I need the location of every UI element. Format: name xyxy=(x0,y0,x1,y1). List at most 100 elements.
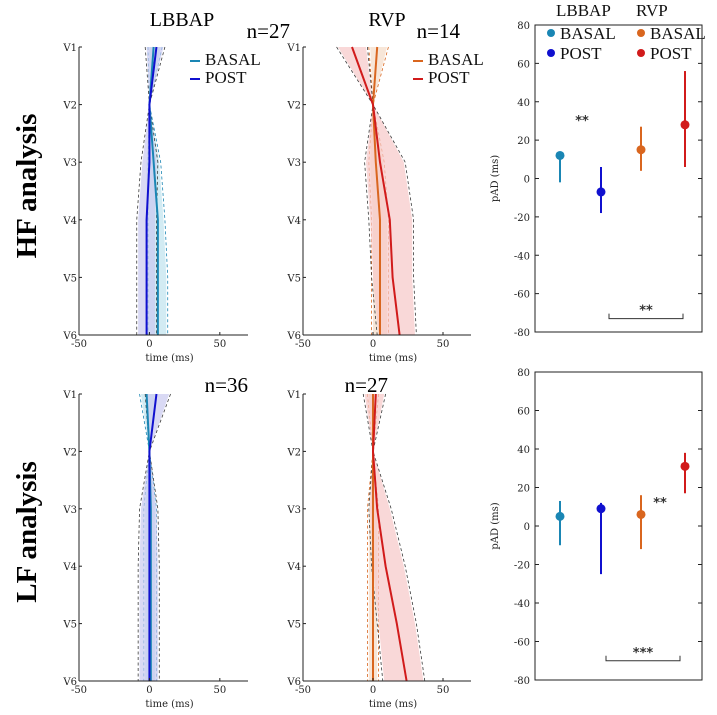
lf-row-label: LF analysis xyxy=(11,461,43,603)
lead-label: V3 xyxy=(286,158,301,169)
y-tick-label: -20 xyxy=(514,213,530,224)
panel-hf_rvp: V1 V2 V3 V4 V5 V6-50 0 50 time (ms) RVP n=14 BASALP… xyxy=(286,9,483,364)
lead-label: V3 xyxy=(286,505,301,516)
band-post xyxy=(338,47,415,335)
y-tick-label: -40 xyxy=(514,251,530,262)
x-tick-label: -50 xyxy=(295,685,311,696)
lead-label: V3 xyxy=(62,505,77,516)
legend-label: POST xyxy=(205,68,247,87)
lead-label: V1 xyxy=(62,43,77,54)
lead-label: V4 xyxy=(62,216,77,227)
legend-label: BASAL xyxy=(560,24,616,43)
x-tick-label: 50 xyxy=(213,339,226,350)
lead-label: V5 xyxy=(62,273,77,284)
n-label: n=36 xyxy=(205,373,248,397)
dash-post xyxy=(367,46,417,336)
x-tick-label: 50 xyxy=(213,685,226,696)
n-label: n=27 xyxy=(247,19,290,43)
y-axis-title: pAD (ms) xyxy=(490,502,501,549)
x-tick-label: 0 xyxy=(370,685,376,696)
dash-post xyxy=(336,46,378,336)
lead-label: V3 xyxy=(62,158,77,169)
y-tick-label: -20 xyxy=(514,561,530,572)
panel-lf_rvp: V1 V2 V3 V4 V5 V6-50 0 50 time (ms) n=27 xyxy=(286,373,471,710)
dash-basal xyxy=(366,393,374,681)
y-tick-label: 80 xyxy=(517,368,530,379)
y-tick-label: 80 xyxy=(517,21,530,32)
y-tick-label: -60 xyxy=(514,638,530,649)
series-line-post xyxy=(371,393,408,682)
panel-hf_pad: -80 -60 -40 -20 0 20 40 60 80 pAD (ms) ** ** LBBAP BA… xyxy=(490,1,706,339)
x-tick-label: 0 xyxy=(370,339,376,350)
lead-label: V4 xyxy=(62,562,77,573)
data-point xyxy=(680,120,690,130)
lead-label: V2 xyxy=(62,447,77,458)
x-tick-label: 50 xyxy=(437,685,450,696)
x-tick-label: -50 xyxy=(71,685,87,696)
significance-label: ** xyxy=(575,114,589,129)
lead-label: V1 xyxy=(62,390,77,401)
panel-title: RVP xyxy=(368,9,405,31)
legend-label: POST xyxy=(650,44,692,63)
y-tick-label: 60 xyxy=(517,407,530,418)
y-tick-label: 40 xyxy=(517,445,530,456)
band-post xyxy=(364,394,424,681)
dash-post xyxy=(372,393,426,682)
n-label: n=27 xyxy=(345,373,388,397)
series-line-post xyxy=(148,393,158,681)
lead-label: V2 xyxy=(62,101,77,112)
legend-label: BASAL xyxy=(428,50,484,69)
significance-bracket xyxy=(608,313,684,320)
x-axis-title: time (ms) xyxy=(369,353,417,364)
legend-marker xyxy=(547,49,555,57)
y-tick-label: 20 xyxy=(517,484,530,495)
lead-label: V4 xyxy=(286,562,301,573)
y-tick-label: -80 xyxy=(514,676,530,687)
lead-label: V2 xyxy=(286,101,301,112)
dash-post xyxy=(149,46,166,335)
significance-label: ** xyxy=(653,496,667,511)
panels: V1 V2 V3 V4 V5 V6 -50 0 50 time (ms) LBBAP n=27 BASA… xyxy=(62,1,705,710)
legend-label: BASAL xyxy=(650,24,706,43)
data-point xyxy=(555,511,565,521)
panel-title: LBBAP xyxy=(150,9,214,31)
legend-marker xyxy=(637,49,645,57)
x-tick-label: 50 xyxy=(437,339,450,350)
panel-lf_lbbap: V1 V2 V3 V4 V5 V6-50 0 50 time (ms) n=36 xyxy=(62,373,248,710)
y-tick-label: -60 xyxy=(514,290,530,301)
lead-label: V5 xyxy=(62,620,77,631)
legend-group-title: LBBAP xyxy=(556,1,611,20)
data-point xyxy=(596,504,606,514)
legend-label: POST xyxy=(560,44,602,63)
y-tick-label: -40 xyxy=(514,599,530,610)
lead-label: V6 xyxy=(286,331,301,342)
legend-label: POST xyxy=(428,68,470,87)
y-tick-label: 20 xyxy=(517,136,530,147)
x-tick-label: 0 xyxy=(146,339,152,350)
band-post xyxy=(138,47,164,335)
lead-label: V5 xyxy=(286,620,301,631)
legend-marker xyxy=(637,29,645,37)
y-tick-label: 0 xyxy=(524,522,530,533)
series-line-post xyxy=(351,46,401,336)
x-axis-title: time (ms) xyxy=(369,699,417,710)
y-axis-title: pAD (ms) xyxy=(490,155,501,202)
series-line-basal xyxy=(371,46,381,335)
lead-label: V1 xyxy=(286,43,301,54)
dash-basal xyxy=(149,46,169,335)
lead-label: V6 xyxy=(62,331,77,342)
significance-label: ** xyxy=(639,304,653,319)
dash-post xyxy=(362,393,384,682)
series-line-basal xyxy=(145,393,152,681)
y-tick-label: 60 xyxy=(517,59,530,70)
legend-marker xyxy=(547,29,555,37)
dash-post xyxy=(136,46,150,335)
legend-label: BASAL xyxy=(205,50,261,69)
panel-hf_lbbap: V1 V2 V3 V4 V5 V6-50 0 50 time (ms) LBBAP n=27 BASA… xyxy=(62,9,290,364)
y-tick-label: -80 xyxy=(514,328,530,339)
dash-post xyxy=(137,393,150,681)
band-post xyxy=(139,394,170,681)
x-tick-label: 0 xyxy=(146,685,152,696)
data-point xyxy=(636,509,646,519)
